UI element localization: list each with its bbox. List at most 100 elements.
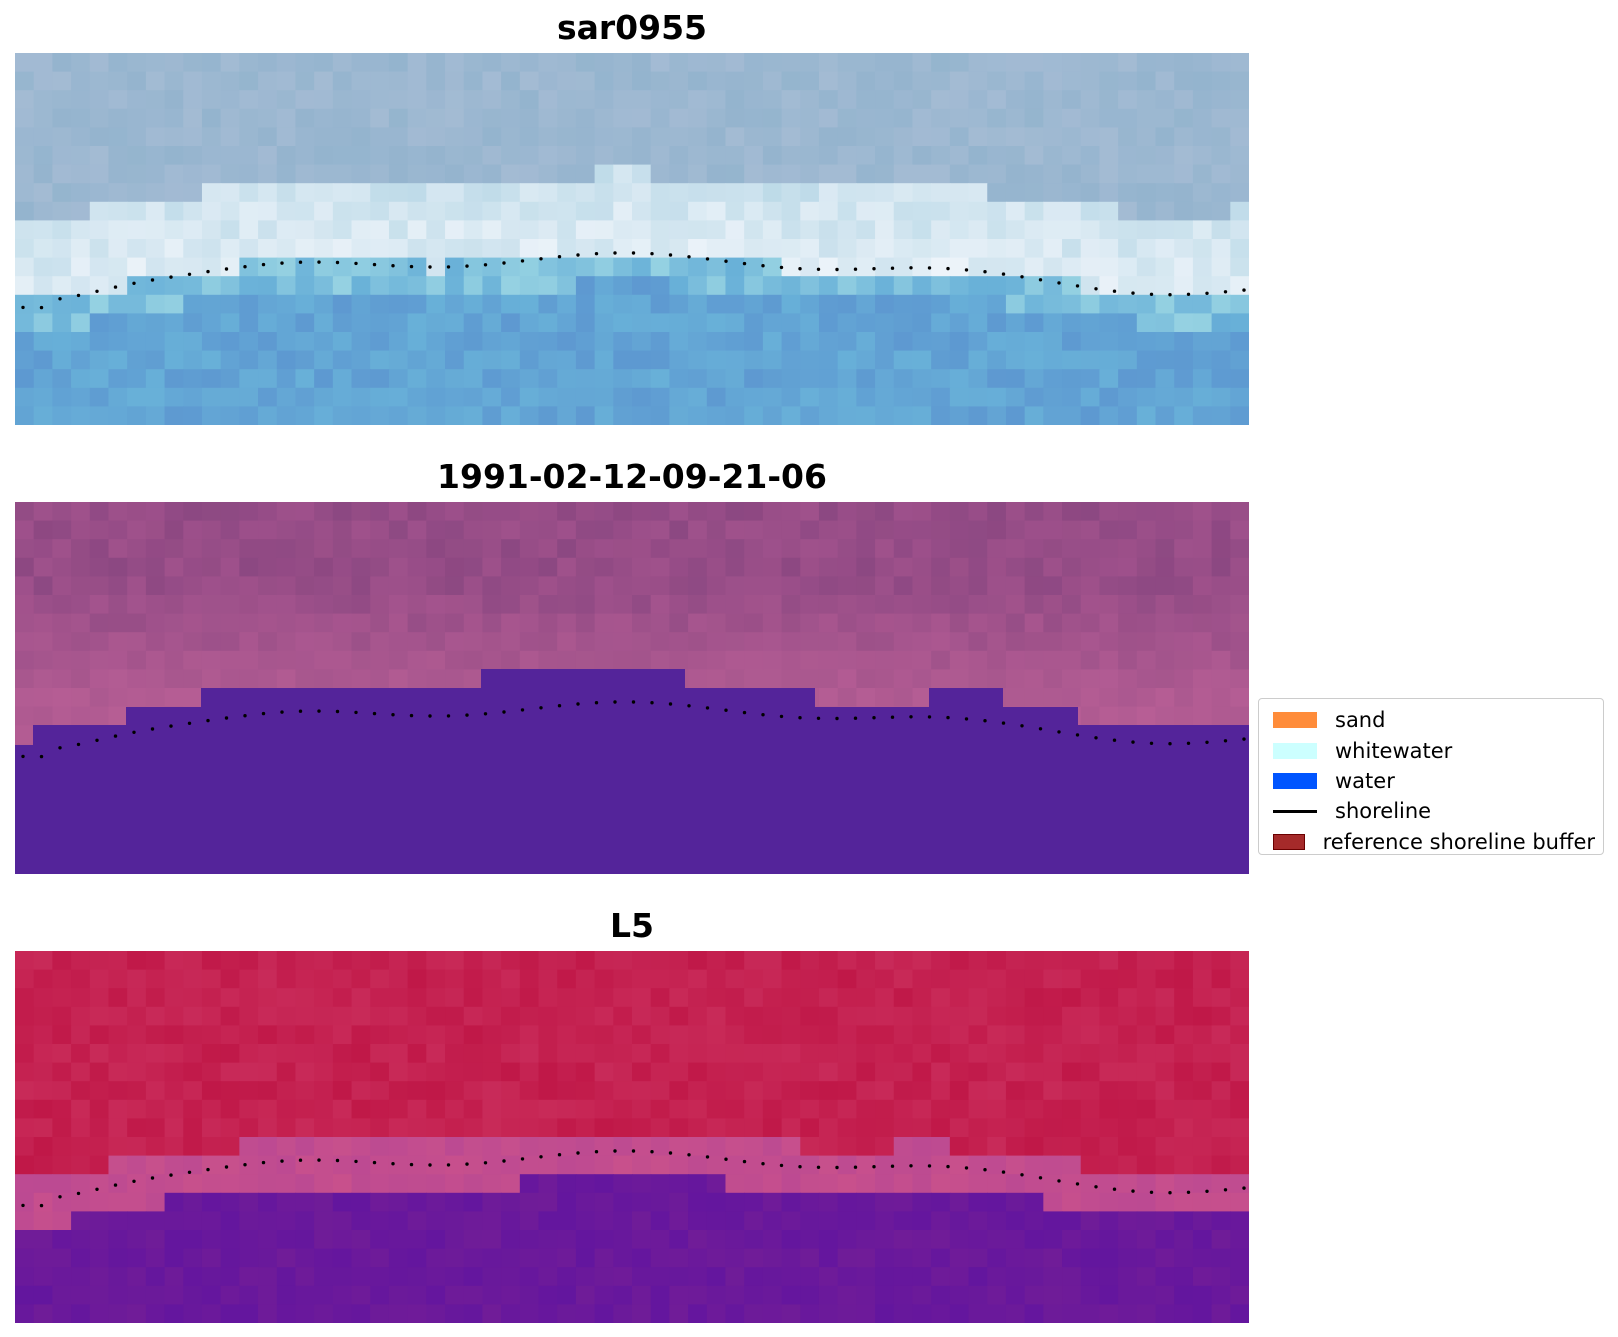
- pixel-cell: [1211, 557, 1231, 577]
- pixel-cell: [1099, 1099, 1119, 1119]
- pixel-cell: [295, 650, 315, 670]
- pixel-cell: [407, 1081, 427, 1101]
- pixel-cell: [108, 595, 128, 615]
- pixel-cell: [744, 1137, 764, 1157]
- pixel-cell: [239, 951, 259, 971]
- pixel-cell: [463, 1062, 484, 1082]
- pixel-cell: [463, 1211, 484, 1231]
- pixel-cell: [725, 127, 745, 147]
- pixel-cell: [931, 1304, 951, 1323]
- pixel-cell: [108, 1099, 128, 1119]
- pixel-cell: [650, 1267, 670, 1287]
- pixel-cell: [201, 108, 222, 128]
- pixel-cell: [968, 53, 988, 73]
- pixel-cell: [837, 969, 857, 989]
- pixel-cell: [856, 1248, 876, 1268]
- pixel-cell: [1005, 1099, 1026, 1119]
- pixel-cell: [706, 71, 727, 91]
- pixel-cell: [164, 951, 184, 971]
- pixel-cell: [332, 276, 353, 296]
- pixel-cell: [108, 502, 128, 522]
- pixel-cell: [426, 1285, 446, 1305]
- pixel-cell: [1230, 1006, 1249, 1026]
- pixel-cell: [1192, 406, 1213, 425]
- pixel-cell: [557, 502, 577, 522]
- pixel-cell: [33, 1044, 53, 1064]
- pixel-cell: [1024, 557, 1044, 577]
- pixel-cell: [71, 1099, 91, 1119]
- pixel-cell: [912, 1044, 932, 1064]
- pixel-cell: [220, 557, 240, 577]
- pixel-cell: [445, 1006, 465, 1026]
- pixel-cell: [669, 164, 689, 184]
- pixel-cell: [968, 108, 988, 128]
- pixel-cell: [1174, 595, 1194, 615]
- pixel-cell: [650, 1192, 670, 1212]
- pixel-cell: [71, 1267, 91, 1287]
- shoreline-point: [224, 716, 229, 720]
- pixel-cell: [220, 1081, 240, 1101]
- shoreline-point: [946, 1164, 950, 1169]
- pixel-cell: [1024, 71, 1044, 91]
- pixel-cell: [688, 1155, 708, 1175]
- pixel-cell: [1136, 1137, 1157, 1157]
- pixel-cell: [1062, 1025, 1082, 1045]
- pixel-cell: [351, 1062, 371, 1082]
- pixel-cell: [164, 406, 184, 425]
- pixel-cell: [987, 1304, 1007, 1323]
- pixel-cell: [575, 1155, 596, 1175]
- pixel-cell: [949, 294, 970, 314]
- pixel-cell: [1118, 576, 1138, 596]
- pixel-cell: [856, 387, 876, 407]
- shoreline-point: [631, 1149, 636, 1153]
- pixel-cell: [1192, 53, 1213, 73]
- pixel-cell: [1024, 1118, 1044, 1138]
- pixel-cell: [164, 1137, 184, 1157]
- pixel-cell: [912, 1192, 932, 1212]
- pixel-cell: [519, 276, 540, 296]
- pixel-cell: [632, 502, 652, 522]
- pixel-cell: [1005, 1081, 1026, 1101]
- pixel-cell: [239, 127, 259, 147]
- pixel-cell: [613, 1174, 633, 1194]
- pixel-cell: [1230, 332, 1249, 352]
- pixel-cell: [669, 613, 689, 633]
- shoreline-point: [1131, 740, 1135, 744]
- pixel-cell: [837, 183, 857, 203]
- pixel-cell: [183, 1192, 203, 1212]
- pixel-cell: [239, 1230, 259, 1250]
- pixel-cell: [800, 406, 820, 425]
- pixel-cell: [183, 239, 203, 259]
- pixel-cell: [1230, 146, 1249, 166]
- pixel-cell: [370, 183, 390, 203]
- pixel-cell: [837, 1025, 857, 1045]
- pixel-cell: [52, 520, 72, 540]
- pixel-cell: [688, 1006, 708, 1026]
- pixel-cell: [987, 951, 1007, 971]
- pixel-cell: [856, 1267, 876, 1287]
- shoreline-point: [391, 713, 395, 717]
- pixel-cell: [1211, 576, 1231, 596]
- shoreline-point: [465, 1162, 469, 1166]
- pixel-cell: [725, 1025, 745, 1045]
- pixel-cell: [220, 1044, 240, 1064]
- pixel-cell: [332, 313, 353, 333]
- pixel-cell: [1099, 276, 1119, 296]
- pixel-cell: [781, 1230, 801, 1250]
- pixel-cell: [781, 257, 801, 277]
- pixel-cell: [688, 1025, 708, 1045]
- pixel-cell: [1118, 294, 1138, 314]
- pixel-cell: [856, 688, 876, 708]
- pixel-cell: [669, 1304, 689, 1323]
- pixel-cell: [744, 90, 764, 110]
- pixel-cell: [987, 539, 1007, 559]
- pixel-cell: [501, 239, 521, 259]
- pixel-cell: [1230, 257, 1249, 277]
- pixel-cell: [482, 127, 502, 147]
- pixel-cell: [1005, 164, 1026, 184]
- shoreline-point: [372, 711, 377, 716]
- shoreline-point: [206, 269, 210, 274]
- pixel-cell: [557, 1304, 577, 1323]
- pixel-cell: [968, 127, 988, 147]
- pixel-cell: [669, 369, 689, 389]
